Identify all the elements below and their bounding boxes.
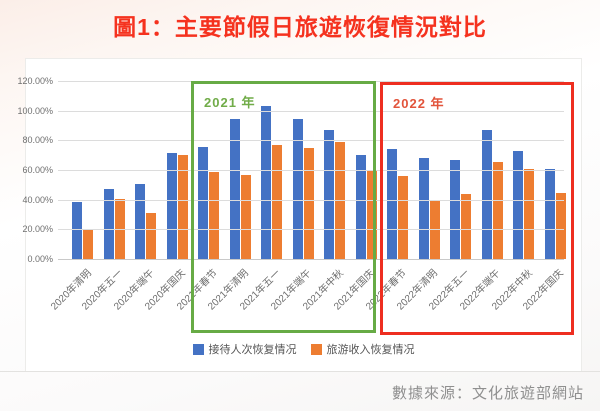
bar-group-2020年五一	[99, 81, 131, 259]
plot-area: 2020年清明 2020年五一 2020年端午 2020年国庆 2021年春节 2021年…	[17, 76, 565, 313]
page-title: 圖1：主要節假日旅遊恢復情況對比	[113, 14, 487, 40]
bar-group-2020年清明	[67, 81, 99, 259]
x-tick-label: 2020年国庆	[143, 267, 188, 313]
y-tick-label: 120.00%	[17, 76, 53, 86]
bar-visits-2020年清明	[72, 202, 83, 259]
bar-revenue-2020年国庆	[177, 155, 188, 259]
bar-revenue-2020年端午	[146, 212, 157, 259]
bar-group-2021年中秋	[319, 81, 351, 259]
bar-group-2022年五一	[445, 81, 477, 259]
legend-swatch-icon	[310, 343, 322, 355]
bar-group-2021年国庆	[351, 81, 383, 259]
bar-visits-2021年端午	[292, 119, 303, 259]
legend-item-visits: 接待人次恢复情况	[192, 341, 297, 357]
gridline	[58, 170, 564, 171]
gridline	[58, 229, 564, 231]
bar-group-2022年端午	[477, 81, 509, 259]
bar-group-2021年五一	[256, 81, 288, 259]
bar-group-2020年端午	[130, 81, 162, 259]
bar-visits-2021年清明	[229, 118, 240, 259]
bar-revenue-2021年国庆	[366, 170, 377, 259]
y-tick-label: 0.00%	[27, 254, 53, 264]
bar-group-2022年春节	[382, 81, 414, 259]
annotation-box-2021: 2021 年	[191, 81, 376, 333]
bar-visits-2022年国庆	[544, 168, 555, 259]
y-tick-label: 20.00%	[22, 224, 53, 235]
bar-visits-2022年中秋	[513, 151, 524, 259]
bar-revenue-2021年端午	[303, 148, 314, 259]
x-tick-label: 2020年端午	[111, 267, 157, 313]
bar-group-2022年国庆	[540, 81, 572, 259]
bar-group-2022年中秋	[508, 81, 540, 259]
bar-visits-2021年中秋	[324, 129, 335, 259]
bar-visits-2022年清明	[418, 158, 429, 259]
bar-visits-2021年春节	[198, 147, 209, 259]
bar-visits-2021年国庆	[355, 155, 366, 259]
legend-swatch-icon	[192, 343, 204, 355]
y-tick-label: 60.00%	[22, 165, 53, 175]
bar-revenue-2021年春节	[209, 172, 220, 259]
bar-visits-2020年端午	[135, 183, 146, 259]
y-tick-label: 40.00%	[22, 194, 53, 205]
annotation-label-2021: 2021 年	[204, 95, 256, 110]
gridline	[58, 259, 564, 260]
chart-panel: 2020年清明 2020年五一 2020年端午 2020年国庆 2021年春节 2021年…	[17, 58, 582, 371]
legend: 接待人次恢复情况 旅游收入恢复情况	[26, 341, 581, 357]
bottom-divider	[0, 371, 600, 372]
gridline	[58, 140, 564, 142]
annotation-label-2022: 2022 年	[393, 96, 445, 111]
bar-visits-2022年春节	[387, 149, 398, 259]
bars-layer	[67, 81, 571, 259]
x-tick-label: 2020年清明	[48, 267, 94, 313]
bar-revenue-2020年五一	[114, 198, 125, 259]
bar-revenue-2020年清明	[83, 230, 94, 259]
bar-group-2021年清明	[225, 81, 257, 259]
y-tick-label: 80.00%	[22, 135, 53, 146]
bar-visits-2022年五一	[450, 159, 461, 259]
legend-label: 旅游收入恢复情况	[326, 344, 415, 356]
bar-revenue-2021年五一	[272, 144, 283, 259]
bar-revenue-2022年端午	[492, 161, 503, 259]
bar-revenue-2021年清明	[240, 174, 251, 259]
x-tick-label: 2020年五一	[80, 267, 125, 313]
bar-group-2020年国庆	[162, 81, 194, 259]
annotation-box-2022: 2022 年	[380, 82, 574, 335]
bar-revenue-2022年春节	[398, 175, 409, 259]
y-tick-label: 100.00%	[17, 105, 53, 116]
bar-visits-2020年五一	[103, 188, 114, 259]
legend-label: 接待人次恢复情况	[208, 344, 297, 356]
bar-revenue-2022年国庆	[555, 193, 566, 259]
bar-group-2021年春节	[193, 81, 225, 259]
legend-item-revenue: 旅游收入恢复情况	[310, 341, 415, 357]
bar-revenue-2021年中秋	[335, 142, 346, 259]
gridline	[58, 110, 564, 112]
source-note: 數據來源：文化旅遊部網站	[391, 385, 584, 402]
bar-visits-2020年国庆	[166, 152, 177, 259]
bar-visits-2021年五一	[261, 105, 272, 259]
bar-revenue-2022年五一	[461, 193, 472, 259]
bar-visits-2022年端午	[481, 130, 492, 259]
gridline	[58, 199, 564, 201]
bar-revenue-2022年中秋	[524, 169, 535, 259]
bar-group-2021年端午	[288, 81, 320, 259]
